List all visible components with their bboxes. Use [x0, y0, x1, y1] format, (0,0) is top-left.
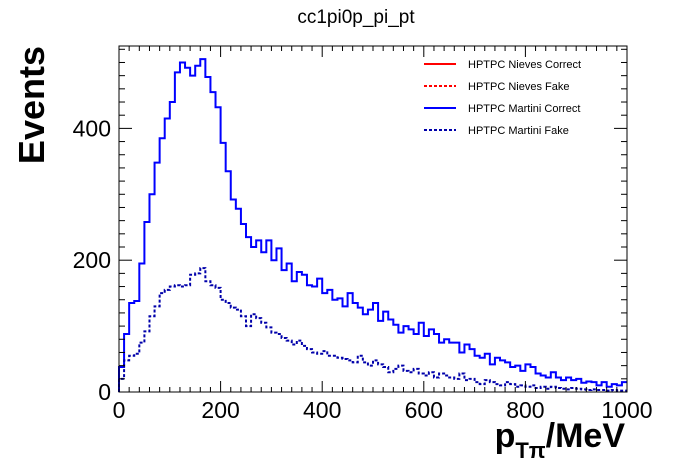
x-tick-label: 0	[113, 397, 126, 423]
x-tick-label: 1000	[601, 397, 652, 423]
legend: HPTPC Nieves Correct HPTPC Nieves Fake HPT…	[424, 59, 581, 137]
x-axis-title-suffix: /MeV	[546, 417, 626, 455]
legend-label-1: HPTPC Nieves Fake	[468, 81, 569, 93]
legend-label-3: HPTPC Martini Fake	[468, 125, 569, 137]
x-tick-label: 400	[303, 397, 341, 423]
y-tick-label: 400	[73, 115, 111, 141]
series-3-line	[118, 267, 627, 392]
chart-title: cc1pi0p_pi_pt	[297, 7, 415, 28]
series-2-line	[118, 58, 627, 392]
y-tick-label: 200	[73, 247, 111, 273]
tick-labels-layer: 0 200 400 600 800 1000 0 200 400	[73, 115, 653, 423]
y-axis-title: Events	[11, 46, 52, 164]
x-tick-label: 600	[405, 397, 443, 423]
x-axis-title-main: p	[495, 417, 516, 455]
series-layer	[118, 58, 627, 392]
y-tick-label: 0	[98, 379, 111, 405]
legend-label-0: HPTPC Nieves Correct	[468, 59, 581, 71]
x-tick-label: 200	[201, 397, 239, 423]
x-tick-label: 800	[506, 397, 544, 423]
x-axis-title-subscript: Tπ	[515, 438, 545, 463]
legend-label-2: HPTPC Martini Correct	[468, 103, 580, 115]
x-axis-title: pTπ/MeV	[495, 417, 626, 463]
ticks-layer	[118, 46, 628, 393]
